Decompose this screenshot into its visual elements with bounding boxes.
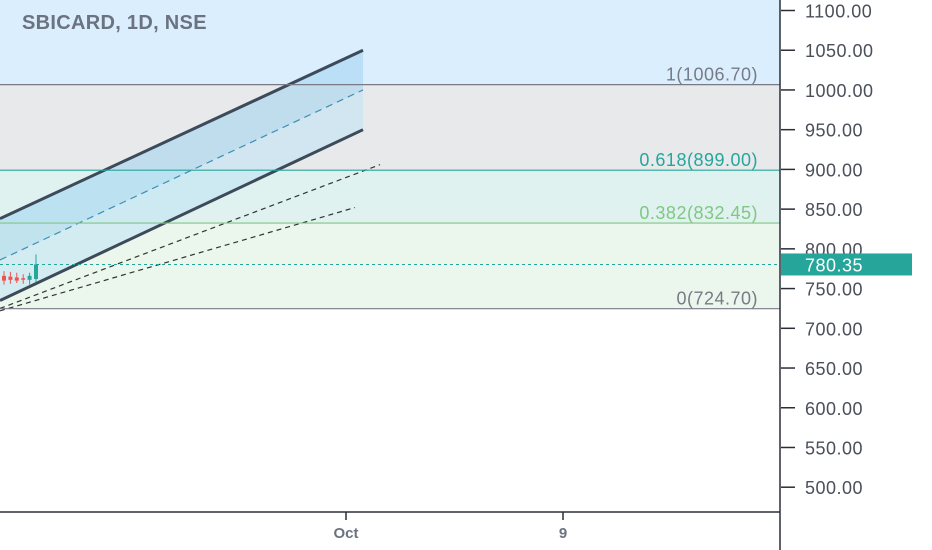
candles xyxy=(2,254,38,285)
pitchfork-extension-line xyxy=(0,164,381,309)
candle-body xyxy=(21,278,26,280)
price-tick-label: 1000.00 xyxy=(805,81,874,101)
fib-level-lines: 1(1006.70) 0.618(899.00) 0.382(832.45) 0(72… xyxy=(0,65,780,310)
candle-body xyxy=(2,275,6,281)
fib-zone xyxy=(0,84,780,171)
price-tick-label: 550.00 xyxy=(805,438,863,458)
fib-level-label: 0(724.70) xyxy=(676,289,758,309)
price-tick-label: 750.00 xyxy=(805,280,863,300)
time-tick-label: 9 xyxy=(559,525,567,542)
price-tick-label: 900.00 xyxy=(805,160,863,180)
pitchfork-median-line xyxy=(0,89,364,261)
pitchfork-drawing[interactable] xyxy=(0,48,381,312)
price-tick-label: 950.00 xyxy=(805,121,863,141)
fib-level-label: 0.382(832.45) xyxy=(639,203,758,223)
fib-level-label: 0.618(899.00) xyxy=(639,150,758,170)
price-tick-label: 500.00 xyxy=(805,478,863,498)
pitchfork-lower-fill xyxy=(0,89,363,301)
time-axis-ticks: Oct 9 xyxy=(333,512,567,542)
price-tick-label: 1100.00 xyxy=(805,2,872,22)
price-tick-label: 1050.00 xyxy=(805,41,874,61)
price-tick-label: 850.00 xyxy=(805,200,863,220)
last-price-tag: 780.35 xyxy=(781,253,912,276)
fib-level-label: 1(1006.70) xyxy=(666,65,758,85)
zone-above-1 xyxy=(0,0,780,85)
pitchfork-extension-line xyxy=(0,206,356,312)
candle-body xyxy=(14,277,19,281)
fib-zones xyxy=(0,0,780,309)
time-tick-label: Oct xyxy=(333,525,358,542)
candle-body xyxy=(34,264,38,280)
pitchfork-lower-line xyxy=(0,128,364,302)
candle-body xyxy=(27,275,32,280)
candle-body xyxy=(8,276,13,280)
price-tick-label: 600.00 xyxy=(805,399,863,419)
pitchfork-upper-line xyxy=(0,48,364,221)
chart-title: SBICARD, 1D, NSE xyxy=(22,12,207,34)
last-price-label: 780.35 xyxy=(805,255,863,275)
price-tick-label: 650.00 xyxy=(805,359,863,379)
price-tick-label: 700.00 xyxy=(805,319,863,339)
pitchfork-upper-fill xyxy=(0,50,363,260)
